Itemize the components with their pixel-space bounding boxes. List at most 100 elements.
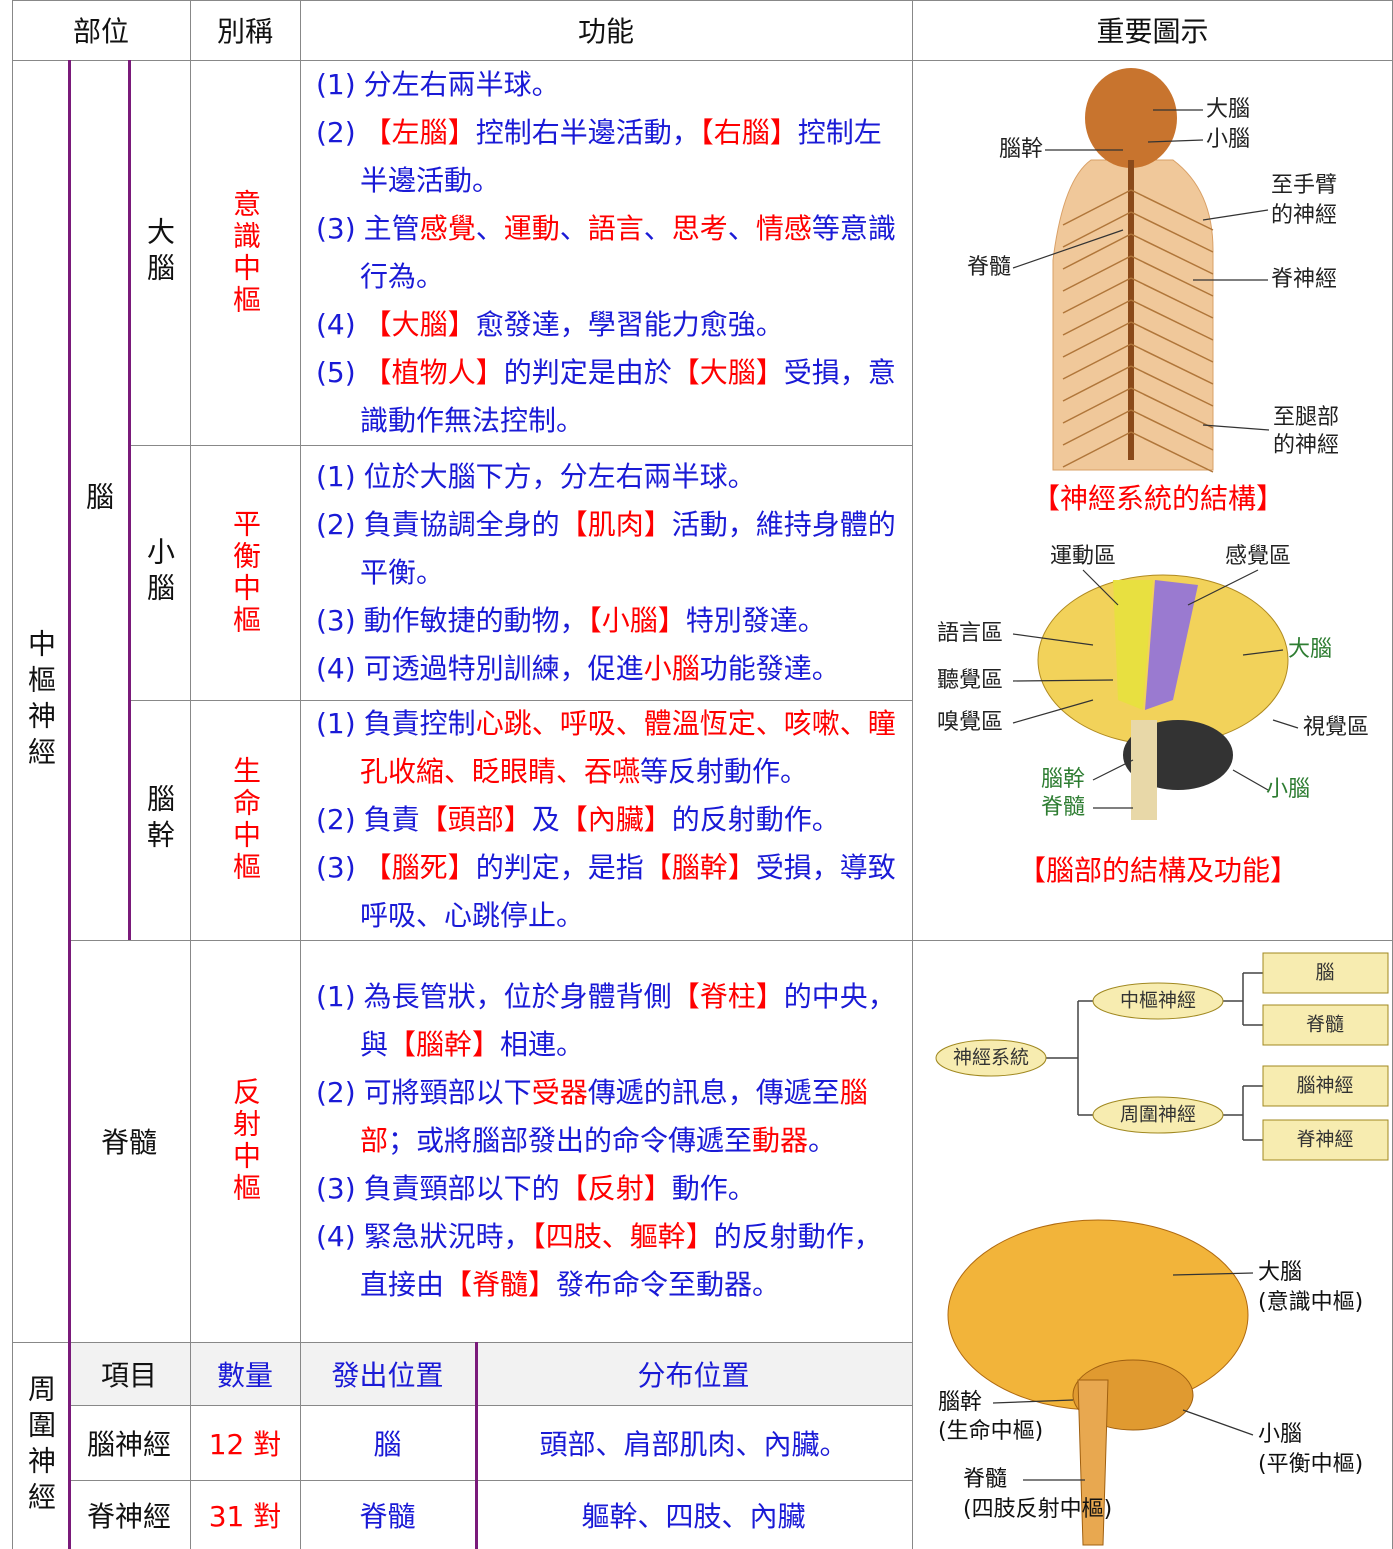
figure-label: 脊神經 [1296,1129,1353,1151]
rule [190,0,191,1549]
leader-line [1202,209,1269,221]
peripheral-header: 項目 [68,1342,190,1405]
text-run: 負責協調全身的 [363,507,560,541]
figure-label: 大腦 [1206,97,1250,122]
leader-line [1012,699,1094,724]
figure-label: 脊髓 [967,255,1011,280]
rule [68,1405,912,1406]
figure-label: 語言區 [937,621,1003,646]
text-run: 及 [531,803,560,836]
text-run: ；或將腦部發出的命令傳遞至 [388,1124,753,1157]
function-item: (4) 可透過特別訓練，促進小腦功能發達。 [316,645,900,693]
function-text: (1) 為長管狀，位於身體背側【脊柱】的中央，與【腦幹】相連。 (2) 可將頸部以下受… [300,940,912,1342]
function-item: (4) 【大腦】愈發達，學習能力愈強。 [316,301,900,349]
figure-label: 腦幹 [999,137,1043,162]
part-label: 小腦 [143,536,176,609]
nerve [1130,343,1214,385]
peripheral-cell: 31 對 [208,1499,282,1533]
nerve [1130,189,1214,231]
peripheral-cell: 腦神經 [86,1427,171,1461]
head [1085,68,1177,168]
figure-label: 腦 [1315,962,1334,984]
rule [300,0,301,1549]
header-cell: 部位 [72,15,129,48]
text-run: 可透過特別訓練，促進 [363,651,644,685]
leader-line [1012,229,1124,269]
text-run: 【植物人】 [363,355,504,389]
leader-line [1187,569,1259,606]
leader-line [1182,1409,1254,1436]
function-item: (5) 【植物人】的判定是由於【大腦】受損，意識動作無法控制。 [316,349,900,445]
peripheral-cell: 腦 [373,1427,402,1461]
sensory-area [1145,580,1198,710]
function-item: (2) 【左腦】控制右半邊活動，【右腦】控制左半邊活動。 [316,109,900,205]
leader-line [1232,769,1269,791]
item-number: (5) [316,355,356,389]
rule [128,445,912,446]
text-run: 語言 [587,211,644,245]
text-run: 【頭部】 [419,803,532,836]
text-run: 緊急狀況時， [363,1220,532,1253]
figure-label: 至手臂 [1271,173,1337,198]
nerve [1062,431,1132,468]
figure-label: 脊髓 [1306,1014,1344,1036]
text-run: 【右腦】 [699,115,798,149]
figure-label: 小腦 [1206,127,1250,152]
figure-label: 中樞神經 [1120,990,1196,1012]
figure-label: (平衡中樞) [1258,1452,1363,1477]
function-item: (3) 動作敏捷的動物，【小腦】特別發達。 [316,597,900,645]
function-item: (3) 【腦死】的判定，是指【腦幹】受損，導致呼吸、心跳停止。 [316,844,900,940]
nerve [1130,255,1214,297]
item-number: (2) [316,803,356,836]
text-run: 動作。 [671,1172,756,1205]
item-number: (3) [316,1172,356,1205]
figure-label: 至腿部 [1273,405,1339,430]
text-run: 受損，導致呼吸、心跳停止。 [360,851,896,932]
leader-line [1082,569,1119,606]
item-number: (1) [316,980,356,1013]
header-cell: 別稱 [216,15,273,48]
text-run: 的判定是由於 [503,355,672,389]
rule [128,700,912,701]
figure-label: 聽覺區 [937,668,1003,693]
figure-label: 神經系統 [953,1047,1029,1069]
nerve [1062,255,1132,292]
peripheral-cell: 脊神經 [86,1499,171,1533]
text-run: 相連。 [500,1028,585,1061]
figure-label: 小腦 [1266,777,1310,802]
nerve [1130,409,1214,451]
item-number: (1) [316,707,356,740]
text-run: 位於大腦下方，分左右兩半球。 [363,459,756,493]
text-run: 可將頸部以下 [363,1076,532,1109]
function-item: (3) 主管感覺、運動、語言、思考、情感等意識行為。 [316,205,900,301]
text-run: 、 [559,211,588,245]
text-run: 動作敏捷的動物， [363,603,588,637]
nerve [1062,189,1132,226]
function-text: (1) 位於大腦下方，分左右兩半球。 (2) 負責協調全身的【肌肉】活動，維持身體的平… [300,445,912,700]
figure-label: 嗅覺區 [937,710,1003,735]
figure-label: 大腦 [1288,637,1332,662]
figure-label: 大腦 [1258,1260,1302,1285]
brainstem [1077,1379,1109,1546]
text-run: 發布命令至動器。 [556,1268,781,1301]
text-run: 等意識行為。 [360,211,896,293]
function-item: (2) 負責【頭部】及【內臟】的反射動作。 [316,796,900,844]
nerve [1062,321,1132,358]
node-box [1262,1004,1389,1046]
function-item: (1) 負責控制心跳、呼吸、體溫恆定、咳嗽、瞳孔收縮、眨眼睛、吞嚥等反射動作。 [316,700,900,796]
item-number: (4) [316,1220,356,1253]
item-number: (3) [316,851,356,884]
nerve [1062,233,1132,270]
text-run: 受損，意識動作無法控制。 [360,355,896,437]
text-run: 【脊柱】 [671,980,784,1013]
text-run: 、 [475,211,504,245]
nerve [1130,299,1214,341]
text-run: 動器 [752,1124,809,1157]
item-number: (2) [316,1076,356,1109]
function-item: (1) 位於大腦下方，分左右兩半球。 [316,453,900,501]
nerve [1062,277,1132,314]
header-cell: 重要圖示 [1096,15,1209,48]
leader-line [1272,719,1299,729]
figure-label: 腦幹 [1041,767,1085,792]
